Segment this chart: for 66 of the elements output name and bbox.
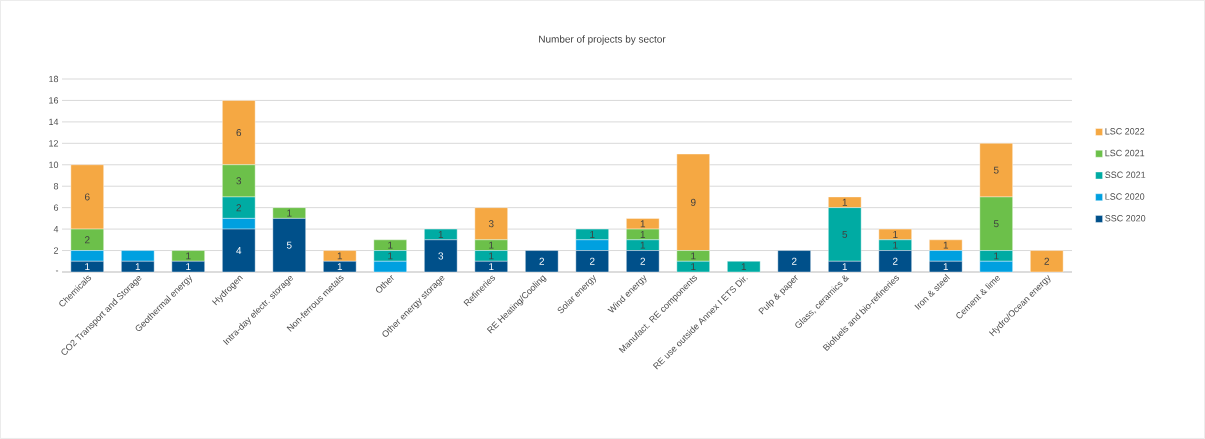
data-label: 5 bbox=[993, 166, 999, 174]
data-label: 1 bbox=[640, 241, 646, 249]
y-tick-label: 2 bbox=[53, 247, 59, 254]
data-label: 1 bbox=[287, 209, 292, 217]
data-label: 1 bbox=[741, 263, 747, 271]
data-label: 1 bbox=[489, 263, 494, 271]
bar bbox=[727, 261, 761, 273]
y-tick-label: 12 bbox=[49, 140, 59, 147]
legend-label: SSC 2021 bbox=[1105, 171, 1146, 178]
data-label: 2 bbox=[539, 257, 545, 265]
data-label: 1 bbox=[135, 263, 141, 271]
data-label: 1 bbox=[590, 231, 595, 238]
data-label: 1 bbox=[388, 241, 393, 249]
legend-label: LSC 2021 bbox=[1105, 149, 1145, 157]
y-tick-label: - bbox=[55, 270, 59, 272]
data-label: 1 bbox=[489, 252, 494, 260]
data-label: 1 bbox=[388, 252, 393, 260]
data-label: 2 bbox=[892, 257, 898, 265]
y-tick-label: 6 bbox=[53, 204, 59, 211]
data-label: 1 bbox=[943, 241, 949, 249]
data-label: 2 bbox=[1044, 257, 1050, 265]
data-label: 3 bbox=[236, 177, 242, 185]
data-label: 2 bbox=[236, 204, 242, 212]
legend-label: LSC 2022 bbox=[1105, 128, 1145, 135]
data-label: 1 bbox=[842, 198, 848, 206]
data-label: 9 bbox=[690, 198, 696, 206]
bar bbox=[525, 250, 559, 273]
data-label: 1 bbox=[691, 263, 696, 271]
data-label: 5 bbox=[286, 241, 292, 249]
y-tick-label: 10 bbox=[49, 161, 59, 168]
bar bbox=[1030, 250, 1064, 273]
data-label: 1 bbox=[691, 252, 696, 260]
data-label: 1 bbox=[893, 231, 898, 238]
data-label: 1 bbox=[943, 263, 949, 271]
data-label: 2 bbox=[84, 236, 90, 244]
data-label: 2 bbox=[640, 257, 646, 265]
legend-label: SSC 2020 bbox=[1105, 215, 1146, 222]
data-label: 6 bbox=[236, 129, 242, 137]
legend-label: LSC 2020 bbox=[1105, 193, 1145, 200]
y-tick-label: 18 bbox=[49, 75, 59, 83]
data-label: 1 bbox=[186, 263, 191, 271]
y-tick-label: 16 bbox=[49, 97, 59, 104]
data-label: 2 bbox=[791, 257, 797, 265]
data-label: 1 bbox=[893, 241, 898, 249]
data-label: 1 bbox=[994, 252, 999, 260]
data-label: 1 bbox=[337, 252, 343, 260]
data-label: 3 bbox=[488, 220, 494, 228]
data-label: 1 bbox=[438, 231, 444, 238]
data-label: 1 bbox=[640, 220, 646, 228]
chart-title: Number of projects by sector bbox=[539, 35, 666, 45]
data-label: 1 bbox=[186, 252, 191, 260]
data-label: 3 bbox=[438, 252, 444, 260]
data-label: 1 bbox=[337, 263, 343, 271]
data-label: 1 bbox=[640, 231, 646, 238]
data-label: 4 bbox=[236, 247, 242, 254]
data-label: 1 bbox=[489, 241, 494, 249]
data-label: 2 bbox=[589, 257, 595, 265]
y-tick-label: 8 bbox=[53, 183, 59, 190]
data-label: 5 bbox=[993, 220, 999, 228]
data-label: 5 bbox=[842, 230, 848, 238]
y-tick-label: 4 bbox=[53, 226, 59, 233]
y-tick-label: 14 bbox=[49, 118, 59, 125]
data-label: 1 bbox=[842, 263, 848, 271]
data-label: 6 bbox=[84, 193, 90, 201]
data-label: 1 bbox=[85, 263, 90, 271]
bar bbox=[777, 250, 811, 273]
